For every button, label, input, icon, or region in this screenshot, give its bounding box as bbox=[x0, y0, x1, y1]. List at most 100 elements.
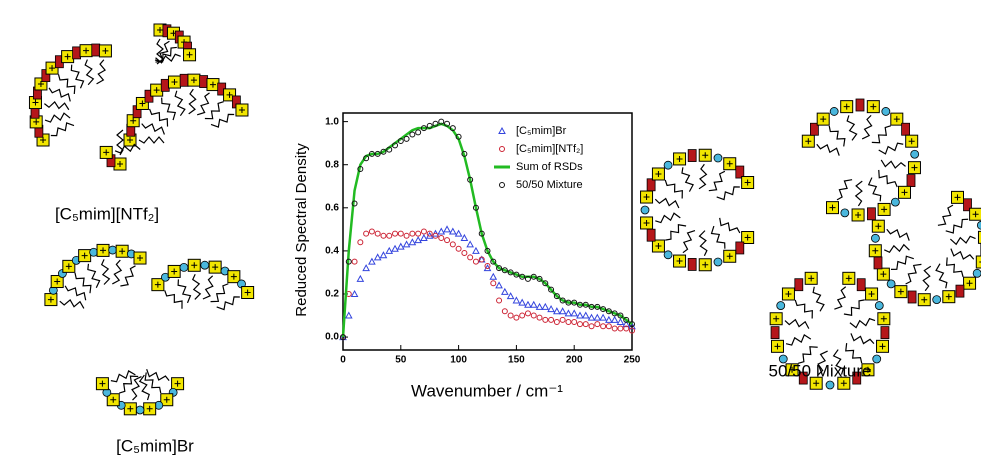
anion bbox=[646, 228, 656, 242]
point bbox=[519, 312, 526, 319]
point bbox=[484, 247, 491, 254]
tail bbox=[949, 235, 976, 246]
charge bbox=[238, 107, 245, 113]
charge bbox=[153, 87, 160, 94]
charge bbox=[110, 396, 117, 403]
tail bbox=[144, 372, 162, 394]
x-tick-label: 100 bbox=[450, 355, 467, 366]
tail bbox=[210, 113, 235, 128]
point bbox=[559, 316, 566, 323]
tail bbox=[784, 318, 810, 329]
tail bbox=[84, 59, 95, 86]
tail bbox=[148, 108, 169, 127]
point bbox=[403, 135, 410, 142]
charge bbox=[880, 271, 887, 278]
anion bbox=[91, 43, 101, 57]
charge bbox=[893, 116, 900, 123]
plot: 0 50 100 150 200 250 0.0 0.2 0.4 0.6 0.8 1.0 [C₅mim]… bbox=[325, 112, 641, 366]
point bbox=[351, 200, 358, 207]
legend-label: [C₅mim]Br bbox=[516, 125, 567, 137]
charge bbox=[37, 80, 44, 87]
y-tick-label: 1.0 bbox=[325, 116, 339, 127]
point bbox=[611, 325, 618, 332]
point bbox=[524, 300, 532, 308]
tail bbox=[846, 115, 858, 141]
tail bbox=[878, 169, 898, 188]
plot-frame bbox=[342, 112, 633, 351]
charge bbox=[230, 273, 237, 280]
x-tick-label: 150 bbox=[508, 355, 525, 366]
diagram-label: 50/50 Mixture bbox=[769, 361, 872, 380]
tail bbox=[202, 275, 214, 300]
anion bbox=[856, 278, 866, 292]
tail bbox=[155, 40, 170, 63]
point bbox=[373, 253, 382, 261]
point bbox=[558, 307, 567, 315]
charge bbox=[880, 315, 887, 322]
tail bbox=[210, 283, 229, 303]
point bbox=[467, 176, 474, 183]
charge bbox=[845, 275, 852, 282]
anion bbox=[735, 165, 745, 179]
tail bbox=[174, 90, 186, 117]
tail bbox=[845, 343, 863, 364]
head-group bbox=[975, 255, 981, 269]
tail bbox=[922, 265, 932, 292]
charge bbox=[744, 234, 751, 241]
y-tick-label: 0.0 bbox=[325, 332, 339, 343]
tail bbox=[794, 299, 813, 319]
charge bbox=[868, 290, 875, 297]
point bbox=[438, 118, 445, 125]
anion bbox=[910, 149, 920, 159]
tail bbox=[120, 265, 136, 287]
tail bbox=[216, 296, 240, 311]
point bbox=[426, 230, 433, 237]
point bbox=[490, 258, 497, 265]
point bbox=[495, 281, 503, 289]
point bbox=[472, 246, 480, 254]
charge bbox=[117, 161, 123, 167]
tail bbox=[880, 159, 906, 169]
charge bbox=[676, 258, 683, 265]
point bbox=[605, 315, 613, 323]
anion bbox=[976, 220, 981, 230]
point bbox=[357, 239, 364, 246]
point bbox=[455, 133, 462, 140]
head-group bbox=[977, 230, 981, 244]
tail bbox=[710, 225, 726, 249]
point bbox=[489, 272, 498, 280]
point bbox=[535, 302, 544, 310]
tail bbox=[50, 122, 75, 137]
legend-label: Sum of RSDs bbox=[516, 161, 583, 173]
point bbox=[605, 308, 612, 315]
y-tick-label: 0.6 bbox=[325, 202, 339, 213]
anion bbox=[972, 268, 981, 278]
anion bbox=[874, 301, 884, 310]
y-tick-label: 0.4 bbox=[325, 246, 339, 257]
point bbox=[374, 230, 381, 237]
point bbox=[553, 307, 561, 315]
point bbox=[594, 321, 601, 328]
tail bbox=[156, 38, 164, 65]
x-tick-label: 0 bbox=[340, 355, 346, 366]
anion bbox=[867, 207, 876, 221]
charge bbox=[47, 296, 54, 303]
charge bbox=[789, 366, 796, 373]
anion bbox=[901, 122, 910, 136]
tail bbox=[112, 259, 123, 285]
charge bbox=[864, 366, 871, 373]
charge bbox=[774, 343, 781, 350]
point bbox=[391, 244, 399, 252]
point bbox=[524, 310, 531, 317]
point bbox=[344, 311, 353, 319]
charge bbox=[643, 194, 650, 201]
point bbox=[599, 313, 607, 321]
series-line bbox=[341, 122, 633, 338]
charge bbox=[119, 248, 126, 255]
point bbox=[386, 146, 393, 153]
point bbox=[490, 280, 497, 287]
anion bbox=[963, 198, 972, 212]
point bbox=[518, 298, 527, 306]
charge bbox=[820, 116, 827, 123]
anion bbox=[955, 284, 965, 298]
